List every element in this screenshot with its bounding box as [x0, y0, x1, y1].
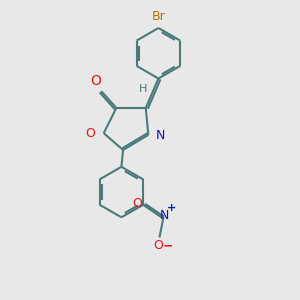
Text: N: N	[156, 129, 165, 142]
Text: O: O	[91, 74, 102, 88]
Text: N: N	[160, 209, 169, 222]
Text: +: +	[167, 203, 176, 213]
Text: −: −	[163, 239, 173, 252]
Text: O: O	[132, 197, 142, 210]
Text: H: H	[139, 84, 147, 94]
Text: O: O	[85, 127, 95, 140]
Text: O: O	[153, 239, 163, 252]
Text: Br: Br	[152, 10, 165, 23]
